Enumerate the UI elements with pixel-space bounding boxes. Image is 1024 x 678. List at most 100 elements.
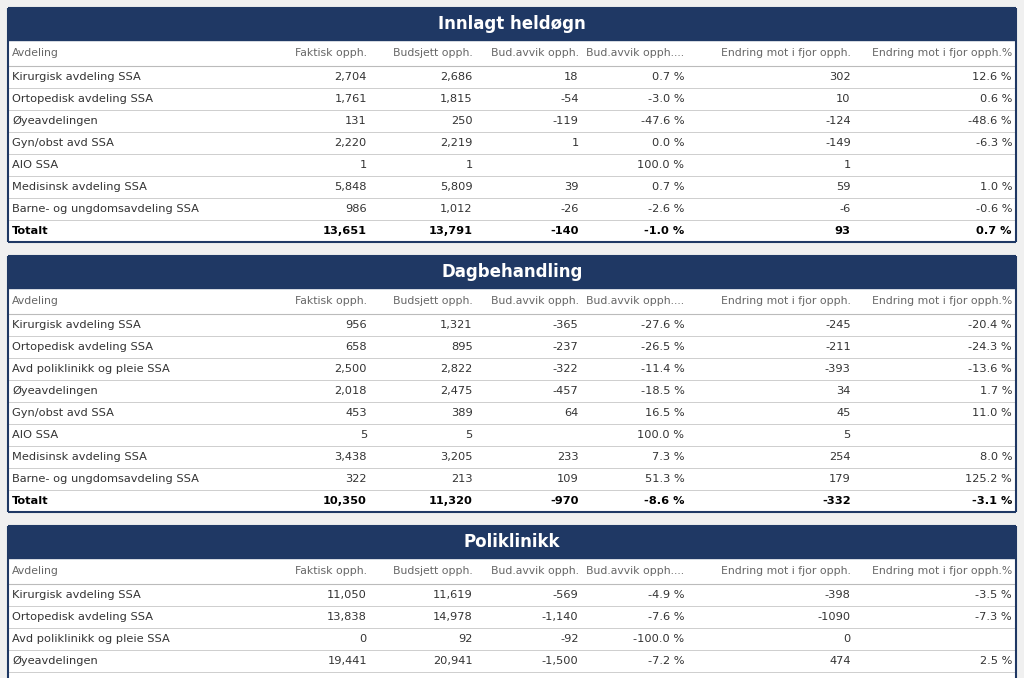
Bar (8, 110, 1016, 132)
Text: -149: -149 (825, 138, 851, 148)
Text: Totalt: Totalt (12, 226, 48, 236)
Text: 2,500: 2,500 (335, 364, 367, 374)
Text: 109: 109 (557, 474, 579, 484)
Bar (8, 40, 1016, 66)
Text: 1,761: 1,761 (335, 94, 367, 104)
Bar (8, 132, 1016, 154)
Text: Budsjett opph.: Budsjett opph. (393, 566, 473, 576)
Text: 1.0 %: 1.0 % (980, 182, 1012, 192)
Bar (8, 358, 1016, 380)
Text: -48.6 %: -48.6 % (969, 116, 1012, 126)
Text: 19,441: 19,441 (328, 656, 367, 666)
Bar (8, 526, 1016, 558)
Text: 59: 59 (837, 182, 851, 192)
Text: AIO SSA: AIO SSA (12, 160, 58, 170)
Bar (8, 314, 1016, 336)
Text: Avdeling: Avdeling (12, 296, 58, 306)
Text: 2,475: 2,475 (440, 386, 473, 396)
Text: Innlagt heldøgn: Innlagt heldøgn (438, 15, 586, 33)
Bar (8, 154, 1016, 176)
Text: 20,941: 20,941 (433, 656, 473, 666)
Text: 11.0 %: 11.0 % (972, 408, 1012, 418)
Bar (8, 176, 1016, 198)
Text: 0.7 %: 0.7 % (652, 182, 684, 192)
Text: -47.6 %: -47.6 % (641, 116, 684, 126)
Text: 5: 5 (844, 430, 851, 440)
Text: Bud.avvik opph.: Bud.avvik opph. (490, 48, 579, 58)
Text: 131: 131 (345, 116, 367, 126)
Text: 1: 1 (359, 160, 367, 170)
Text: Endring mot i fjor opph.: Endring mot i fjor opph. (721, 48, 851, 58)
Bar (8, 66, 1016, 88)
Text: Budsjett opph.: Budsjett opph. (393, 48, 473, 58)
Text: 5: 5 (466, 430, 473, 440)
Text: Faktisk opph.: Faktisk opph. (295, 296, 367, 306)
Text: -24.3 %: -24.3 % (969, 342, 1012, 352)
Text: -119: -119 (553, 116, 579, 126)
Text: 213: 213 (452, 474, 473, 484)
Text: -211: -211 (825, 342, 851, 352)
Text: -1.0 %: -1.0 % (644, 226, 684, 236)
Text: 93: 93 (835, 226, 851, 236)
Bar (8, 198, 1016, 220)
Text: 2.5 %: 2.5 % (980, 656, 1012, 666)
Text: 250: 250 (452, 116, 473, 126)
Text: Ortopedisk avdeling SSA: Ortopedisk avdeling SSA (12, 342, 153, 352)
Bar (8, 336, 1016, 358)
Text: -3.0 %: -3.0 % (648, 94, 684, 104)
Bar (8, 628, 1016, 650)
Bar (8, 490, 1016, 512)
Text: -237: -237 (553, 342, 579, 352)
Text: Ortopedisk avdeling SSA: Ortopedisk avdeling SSA (12, 94, 153, 104)
Text: -457: -457 (553, 386, 579, 396)
Bar (8, 424, 1016, 446)
Text: 64: 64 (564, 408, 579, 418)
Text: -124: -124 (825, 116, 851, 126)
Bar (8, 402, 1016, 424)
Text: 13,651: 13,651 (323, 226, 367, 236)
Text: -322: -322 (553, 364, 579, 374)
Text: -20.4 %: -20.4 % (969, 320, 1012, 330)
Text: Endring mot i fjor opph.%: Endring mot i fjor opph.% (871, 566, 1012, 576)
Bar (8, 584, 1016, 606)
Text: 100.0 %: 100.0 % (637, 160, 684, 170)
Text: Gyn/obst avd SSA: Gyn/obst avd SSA (12, 138, 114, 148)
Text: 1,815: 1,815 (440, 94, 473, 104)
Text: 16.5 %: 16.5 % (645, 408, 684, 418)
Text: 12.6 %: 12.6 % (973, 72, 1012, 82)
Text: Faktisk opph.: Faktisk opph. (295, 566, 367, 576)
Text: 0: 0 (359, 634, 367, 644)
Text: 453: 453 (345, 408, 367, 418)
Text: Øyeavdelingen: Øyeavdelingen (12, 386, 97, 396)
Text: 3,438: 3,438 (335, 452, 367, 462)
Text: -7.6 %: -7.6 % (648, 612, 684, 622)
Bar (8, 672, 1016, 678)
Text: -970: -970 (550, 496, 579, 506)
Text: Ortopedisk avdeling SSA: Ortopedisk avdeling SSA (12, 612, 153, 622)
Text: -4.9 %: -4.9 % (648, 590, 684, 600)
Text: -3.1 %: -3.1 % (972, 496, 1012, 506)
Text: 302: 302 (829, 72, 851, 82)
Text: 474: 474 (829, 656, 851, 666)
Text: -8.6 %: -8.6 % (644, 496, 684, 506)
Text: 956: 956 (345, 320, 367, 330)
Text: 5,848: 5,848 (335, 182, 367, 192)
Text: Barne- og ungdomsavdeling SSA: Barne- og ungdomsavdeling SSA (12, 474, 199, 484)
Text: Faktisk opph.: Faktisk opph. (295, 48, 367, 58)
Text: 14,978: 14,978 (433, 612, 473, 622)
Text: Kirurgisk avdeling SSA: Kirurgisk avdeling SSA (12, 320, 140, 330)
Text: 2,220: 2,220 (335, 138, 367, 148)
Bar (8, 606, 1016, 628)
Text: 11,619: 11,619 (433, 590, 473, 600)
Text: Avd poliklinikk og pleie SSA: Avd poliklinikk og pleie SSA (12, 364, 170, 374)
Text: 179: 179 (829, 474, 851, 484)
Text: -18.5 %: -18.5 % (641, 386, 684, 396)
Text: 2,686: 2,686 (440, 72, 473, 82)
Text: -11.4 %: -11.4 % (641, 364, 684, 374)
Text: Gyn/obst avd SSA: Gyn/obst avd SSA (12, 408, 114, 418)
Text: Øyeavdelingen: Øyeavdelingen (12, 656, 97, 666)
Text: -13.6 %: -13.6 % (969, 364, 1012, 374)
Text: 34: 34 (837, 386, 851, 396)
Text: 125.2 %: 125.2 % (966, 474, 1012, 484)
Text: -7.3 %: -7.3 % (976, 612, 1012, 622)
